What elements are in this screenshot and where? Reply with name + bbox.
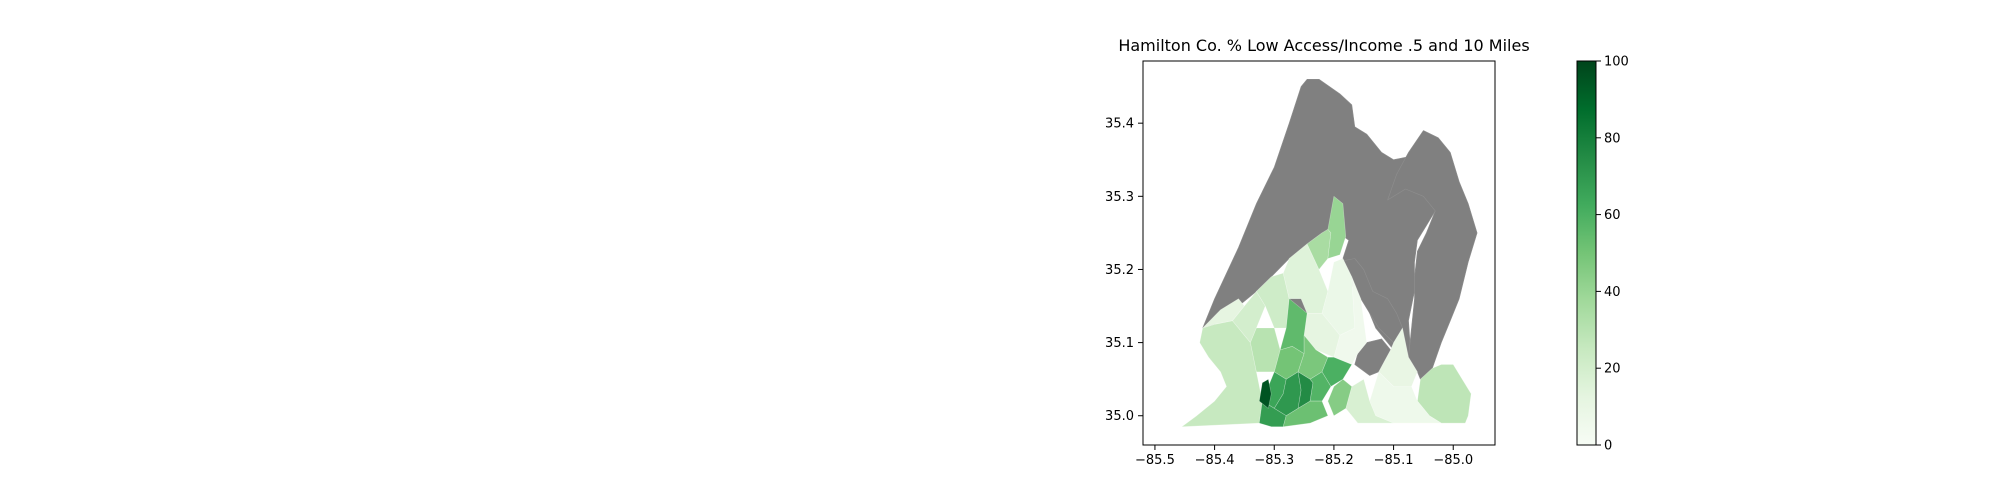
x-tick-label: −85.0	[1433, 453, 1473, 468]
colorbar-tick-label: 60	[1604, 208, 1621, 223]
y-tick-label: 35.2	[1105, 263, 1134, 278]
colorbar-tick-label: 100	[1604, 55, 1629, 70]
map-plot-area	[1181, 79, 1478, 428]
chart-title: Hamilton Co. % Low Access/Income .5 and …	[1118, 36, 1529, 55]
x-tick-label: −85.5	[1135, 453, 1175, 468]
tract-12	[1327, 196, 1347, 259]
y-tick-label: 35.1	[1105, 336, 1134, 351]
tract-30	[1259, 378, 1272, 409]
tract-14	[1333, 276, 1367, 365]
x-tick-label: −85.1	[1374, 453, 1414, 468]
colorbar-tick-label: 0	[1604, 439, 1612, 454]
tract-no-data-1	[1387, 130, 1478, 380]
map-axes: −85.5 −85.4 −85.3 −85.2 −85.1 −85.0 35.0 35.1 35…	[1105, 60, 1496, 468]
colorbar-tick-label: 80	[1604, 131, 1621, 146]
tract-10	[1282, 243, 1329, 314]
colorbar-tick-label: 40	[1604, 285, 1621, 300]
plot-frame	[1142, 60, 1496, 446]
y-tick-label: 35.0	[1105, 409, 1134, 424]
colorbar-gradient	[1576, 60, 1597, 446]
colorbar-tick-label: 20	[1604, 362, 1621, 377]
y-tick-label: 35.3	[1105, 190, 1134, 205]
tract-8	[1250, 327, 1281, 373]
tract-16	[1417, 364, 1472, 424]
x-tick-label: −85.4	[1195, 453, 1235, 468]
colorbar: 0 20 40 60 80 100	[1576, 55, 1629, 454]
tract-18	[1345, 378, 1394, 424]
x-tick-label: −85.2	[1314, 453, 1354, 468]
y-tick-label: 35.4	[1105, 117, 1134, 132]
x-tick-label: −85.3	[1254, 453, 1294, 468]
tract-31	[1282, 400, 1329, 428]
